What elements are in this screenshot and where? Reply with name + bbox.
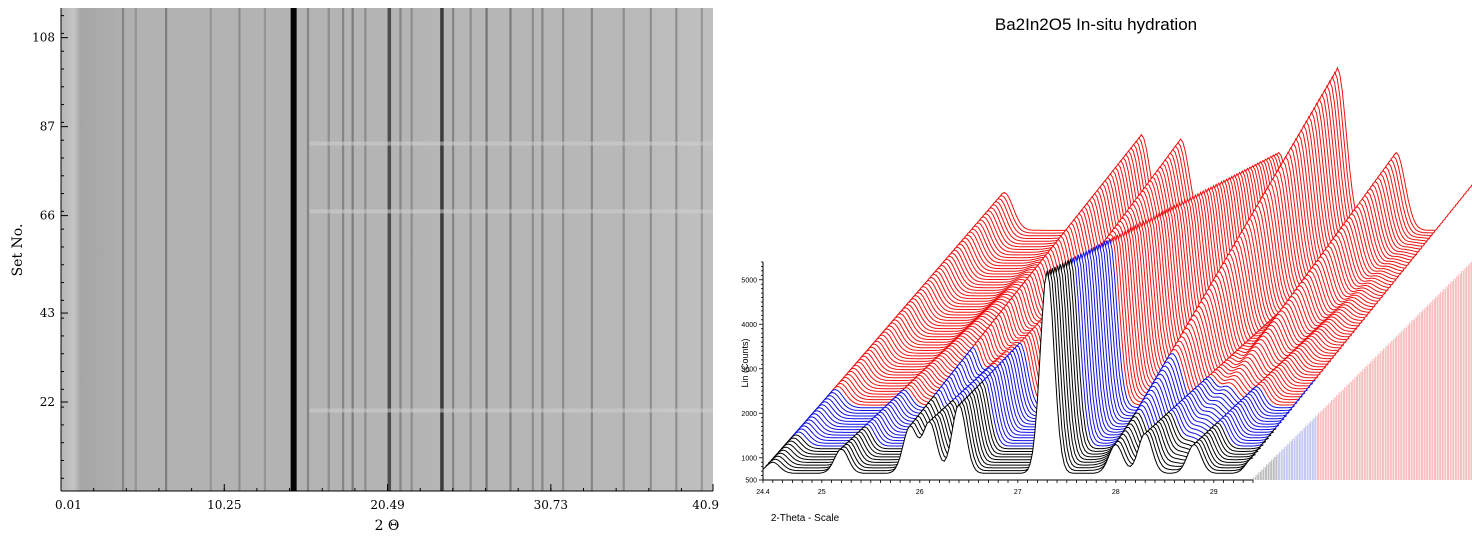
heatmap-x-tick-label: 20.49: [370, 498, 404, 512]
trace-fill: [848, 227, 1339, 395]
waterfall-xlabel: 2-Theta - Scale: [771, 513, 840, 524]
set-transition-2: [309, 141, 713, 146]
heatmap-y-tick-label: 22: [40, 395, 55, 409]
heatmap-y-tick-label: 87: [40, 120, 55, 134]
heatmap-line-16: [451, 8, 455, 491]
heatmap-line-1: [134, 8, 137, 491]
heatmap-area: [61, 8, 713, 491]
heatmap-line-18: [485, 8, 488, 491]
waterfall-x-tick-label: 28: [1112, 489, 1120, 496]
heatmap-line-27: [700, 8, 703, 491]
set-transitions: [309, 141, 713, 413]
heatmap-line-13: [399, 8, 402, 491]
heatmap-ylabel: Set No.: [10, 224, 26, 277]
heatmap-line-6: [290, 8, 297, 491]
heatmap-line-24: [622, 8, 625, 491]
heatmap-line-22: [562, 8, 565, 491]
waterfall-x-tick-label: 29: [1210, 489, 1218, 496]
heatmap-y-tick-label: 66: [40, 209, 55, 223]
trace-fill: [885, 208, 1376, 359]
heatmap-xlabel: 2 Θ: [375, 518, 400, 534]
waterfall-x-tick-label: 27: [1014, 489, 1022, 496]
heatmap-line-4: [238, 8, 241, 491]
trace-line: [770, 266, 1261, 466]
heatmap-line-5: [263, 8, 267, 491]
trace-fill: [843, 229, 1334, 400]
trace-fill: [877, 212, 1368, 367]
heatmap-line-0: [121, 8, 125, 491]
heatmap-line-2: [164, 8, 168, 491]
waterfall-y-tick-label: 2000: [741, 411, 757, 418]
trace-fill: [851, 225, 1342, 393]
heatmap-line-26: [675, 8, 678, 491]
heatmap-line-10: [351, 8, 354, 491]
heatmap-line-25: [649, 8, 652, 491]
waterfall-chart: Ba2In2O5 In-situ hydration 500 1000 2000 30…: [740, 15, 1472, 524]
heatmap-line-20: [531, 8, 534, 491]
trace-fill: [861, 220, 1352, 382]
waterfall-y-tick-label: 500: [745, 478, 757, 485]
trace-fill: [880, 211, 1370, 364]
trace-fill: [856, 223, 1347, 388]
heatmap-line-23: [590, 8, 593, 491]
trace-fill: [846, 228, 1337, 398]
trace-fill: [854, 224, 1344, 390]
trace-fill: [867, 217, 1357, 377]
heatmap-line-3: [209, 8, 212, 491]
waterfall-x-tick-label: 24.4: [756, 489, 770, 496]
trace-fill: [887, 207, 1378, 357]
trace-fill: [869, 216, 1360, 375]
trace-fill: [859, 221, 1350, 385]
waterfall-ylabel: Lin (Counts): [740, 338, 750, 387]
waterfall-axes: 500 1000 2000 3000 4000 5000 24.4 25 26 27 28 29: [741, 261, 1254, 496]
heatmap-x-tick-label: 30.73: [534, 498, 568, 512]
heatmap-line-8: [327, 8, 330, 491]
heatmap-chart: 22 43 66 87 108 0.01 10.25 20.49 30.73 40.9 2 Θ S…: [10, 8, 719, 534]
waterfall-x-tick-label: 26: [916, 489, 924, 496]
trace-line: [762, 270, 1254, 474]
trace-line: [767, 268, 1259, 469]
heatmap-line-12: [387, 8, 392, 491]
set-transition-0: [309, 408, 713, 413]
trace-fill: [874, 213, 1365, 370]
waterfall-y-tick-label: 5000: [741, 277, 757, 284]
trace-fill: [882, 209, 1373, 362]
heatmap-x-tick-label: 10.25: [207, 498, 241, 512]
waterfall-y-tick-label: 4000: [741, 322, 757, 329]
trace-fill: [994, 67, 1472, 251]
trace-fill: [864, 219, 1355, 380]
heatmap-y-tick-label: 43: [40, 306, 55, 320]
heatmap-line-7: [306, 8, 310, 491]
heatmap-line-17: [469, 8, 472, 491]
heatmap-line-19: [509, 8, 512, 491]
waterfall-x-tick-label: 25: [818, 489, 826, 496]
set-transition-1: [309, 209, 713, 214]
heatmap-x-tick-label: 40.9: [692, 498, 719, 512]
trace-fill: [872, 215, 1363, 372]
heatmap-lines: [121, 8, 703, 491]
waterfall-y-tick-label: 1000: [741, 455, 757, 462]
heatmap-line-9: [341, 8, 345, 491]
trace-line: [765, 269, 1256, 472]
trace-line: [775, 264, 1267, 461]
trace-line: [778, 262, 1269, 458]
trace-fill: [893, 204, 1383, 351]
heatmap-line-14: [410, 8, 413, 491]
heatmap-line-21: [541, 8, 544, 491]
heatmap-line-15: [440, 8, 444, 491]
waterfall-title: Ba2In2O5 In-situ hydration: [995, 15, 1197, 34]
trace-line: [773, 265, 1264, 463]
trace-line: [786, 258, 1277, 450]
heatmap-x-tick-label: 0.01: [55, 498, 82, 512]
trace-fill: [890, 205, 1381, 354]
heatmap-y-tick-label: 108: [32, 31, 55, 45]
waterfall-y-tick-label: 3000: [741, 366, 757, 373]
heatmap-axes: 22 43 66 87 108 0.01 10.25 20.49 30.73 40.9: [32, 8, 719, 512]
heatmap-line-11: [364, 8, 367, 491]
waterfall-traces: [762, 66, 1472, 480]
trace-fill: [841, 230, 1331, 403]
